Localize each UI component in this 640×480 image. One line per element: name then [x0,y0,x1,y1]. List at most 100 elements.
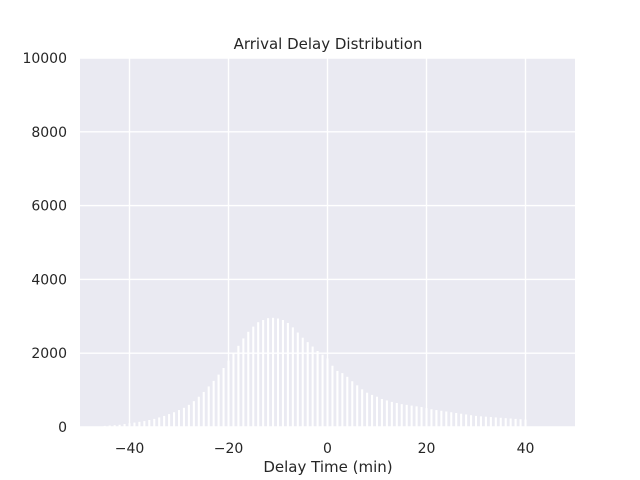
histogram-bar [420,407,423,427]
histogram-bar [400,404,403,427]
x-tick-label: −20 [214,441,244,457]
histogram-bar [138,421,141,427]
y-tick-label: 6000 [31,199,67,215]
histogram-bar [415,406,418,427]
histogram-bar [375,396,379,427]
chart-title: Arrival Delay Distribution [234,35,423,53]
histogram-bar [192,401,195,427]
x-tick-label: 20 [418,441,436,457]
histogram-bar [366,392,369,427]
histogram-bar [410,405,413,427]
histogram-bar [519,419,522,427]
histogram-bar [380,398,383,427]
histogram-bar [445,411,448,427]
histogram-bar [272,317,275,427]
histogram-bar [212,380,215,427]
histogram-bar [356,385,359,427]
histogram-bar [296,332,299,427]
histogram-bar [390,401,393,427]
x-tick-label: 40 [517,441,535,457]
histogram-bar [182,407,185,427]
y-tick-label: 2000 [31,346,67,362]
histogram-bar [158,417,161,427]
histogram-bar [514,418,517,427]
histogram-bar [177,410,181,427]
histogram-bar [128,423,131,427]
histogram-bar [148,419,151,427]
histogram-bar [133,422,136,427]
histogram-bar [425,408,428,427]
histogram-bar [197,396,200,427]
histogram-bar [217,374,220,427]
y-tick-label: 10000 [22,51,67,67]
histogram-bar [494,417,497,427]
histogram-bar [371,394,374,427]
histogram-bar [262,319,265,427]
histogram-bar [286,322,289,427]
histogram-bar [113,425,116,427]
grid-lines [80,57,575,428]
histogram-bar [361,389,364,427]
histogram-bar [395,403,398,427]
histogram-bar [281,319,284,427]
histogram-bar [331,365,334,427]
x-axis-label: Delay Time (min) [263,458,392,476]
histogram-bar [252,326,255,427]
histogram-bar [291,327,294,427]
histogram-bar [311,346,314,427]
histogram-bar [163,415,166,427]
histogram-bar [321,354,324,427]
histogram-bar [524,419,527,427]
histogram-bar [450,412,453,427]
histogram-bar [242,338,245,427]
histogram-bar [440,410,443,427]
histogram-bar [435,410,438,427]
histogram-bar [316,350,319,427]
histogram-bar [187,404,190,427]
y-tick-label: 4000 [31,272,67,288]
histogram-bar [499,417,502,427]
histogram-bar [509,418,512,427]
histogram-bar [153,418,156,427]
histogram-bar [306,342,309,427]
histogram-bar [504,418,507,427]
histogram-bar [470,415,473,427]
histogram-bar [168,414,171,427]
histogram-bar [465,414,468,427]
histogram-bar [103,425,106,427]
histogram-bar [108,425,111,427]
histogram-bar [227,360,230,427]
histogram-bar [237,345,240,427]
histogram-bar [489,417,492,427]
histogram-bar [385,400,388,427]
histogram-bar [326,358,329,427]
histogram-bar [123,424,126,427]
x-tick-labels: −40 −20 0 20 40 [115,441,535,457]
histogram-bar [202,391,205,427]
histogram-bar [222,367,225,427]
histogram-bar [207,386,210,427]
histogram-bar [173,412,176,427]
histogram-bar [232,353,235,427]
histogram-bars [103,317,527,427]
histogram-bar [143,421,146,427]
histogram-bar [479,416,482,427]
histogram-bar [118,424,121,427]
histogram-bar [301,337,304,427]
x-tick-label: 0 [323,441,332,457]
histogram-bar [405,404,408,427]
histogram-bar [276,318,280,427]
histogram-bar [257,322,260,427]
histogram-bar [341,373,344,427]
histogram-bar [430,409,433,427]
histogram-bar [484,416,487,427]
histogram-bar [336,370,339,427]
y-tick-label: 8000 [31,125,67,141]
histogram-bar [247,331,250,427]
histogram-bar [455,412,458,427]
y-tick-label: 0 [58,420,67,436]
x-tick-label: −40 [115,441,145,457]
histogram-bar [474,415,478,427]
y-tick-labels: 0 2000 4000 6000 8000 10000 [22,51,67,436]
